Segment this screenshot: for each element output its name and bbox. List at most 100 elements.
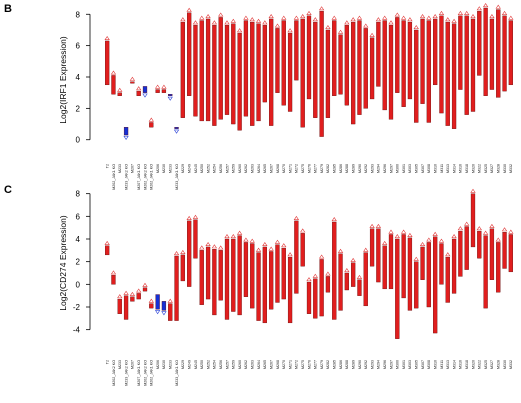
bar-marker-26 bbox=[262, 241, 268, 247]
bar-17 bbox=[205, 246, 211, 300]
bar-4 bbox=[123, 127, 129, 136]
bar-61 bbox=[483, 235, 488, 309]
bar-marker-2 bbox=[110, 270, 117, 275]
bar-marker-50 bbox=[413, 256, 419, 261]
category-label-23: M262 bbox=[244, 164, 248, 173]
bar-29 bbox=[281, 20, 286, 106]
bar-20 bbox=[224, 238, 230, 320]
bar-marker-62 bbox=[489, 223, 495, 228]
bar-marker-2 bbox=[110, 70, 117, 75]
category-label-63: M328 bbox=[497, 360, 501, 369]
category-label-3: M233 bbox=[118, 164, 122, 173]
bar-38 bbox=[338, 34, 343, 95]
y-tick-label: 8 bbox=[76, 190, 81, 199]
bar-marker-54 bbox=[438, 10, 445, 15]
category-label-53: M310 bbox=[433, 360, 437, 369]
bar-63 bbox=[496, 9, 501, 98]
bar-21 bbox=[231, 238, 236, 312]
bar-marker-43 bbox=[369, 223, 375, 228]
bar-marker-5 bbox=[129, 76, 136, 81]
bar-marker-13 bbox=[180, 249, 186, 254]
y-tick-label: 2 bbox=[76, 258, 81, 267]
bar-marker-26 bbox=[262, 20, 268, 25]
category-label-21: M259 bbox=[232, 360, 236, 369]
category-label-58: M318 bbox=[465, 164, 469, 173]
category-label-1: T2 bbox=[105, 360, 109, 364]
bar-marker-55 bbox=[445, 252, 451, 257]
bar-41 bbox=[357, 20, 362, 115]
bar-32 bbox=[300, 18, 305, 128]
category-label-51: M307 bbox=[421, 360, 425, 369]
y-tick-label: 4 bbox=[76, 235, 81, 244]
category-label-33: M276 bbox=[307, 164, 311, 173]
category-label-7: M202_JAK2 KO bbox=[143, 164, 147, 190]
bar-2 bbox=[111, 275, 116, 285]
bar-marker-34 bbox=[312, 273, 318, 278]
bar-marker-52 bbox=[426, 237, 432, 242]
bar-marker-24 bbox=[249, 17, 255, 22]
category-label-40: M289 bbox=[351, 360, 355, 369]
bar-marker-42 bbox=[363, 23, 369, 28]
bar-marker-35 bbox=[318, 254, 325, 259]
category-label-6: M207_JAK1 KO bbox=[137, 360, 141, 386]
y-axis-label: Log2(IRF1 Expression) bbox=[58, 36, 68, 124]
bar-28 bbox=[275, 28, 280, 93]
category-label-15: M245 bbox=[194, 164, 198, 173]
bar-marker-27 bbox=[268, 14, 274, 19]
bar-marker-7 bbox=[142, 93, 148, 98]
bar-63 bbox=[496, 242, 501, 293]
bar-marker-6 bbox=[136, 86, 142, 91]
bar-marker-22 bbox=[236, 28, 243, 33]
category-label-20: M257 bbox=[225, 360, 229, 369]
bar-marker-6 bbox=[136, 288, 142, 293]
bar-marker-36 bbox=[325, 25, 331, 30]
bar-marker-52 bbox=[426, 15, 432, 20]
bar-53 bbox=[433, 18, 438, 86]
category-label-14: M249 bbox=[187, 360, 191, 369]
bar-marker-48 bbox=[400, 15, 407, 20]
category-label-14: M249 bbox=[187, 164, 191, 173]
bar-marker-59 bbox=[470, 188, 476, 193]
bar-14 bbox=[187, 220, 192, 287]
bar-marker-41 bbox=[356, 274, 363, 279]
bar-43 bbox=[369, 37, 375, 100]
bar-marker-12 bbox=[173, 129, 180, 134]
category-label-4: M233_JAK2 KO bbox=[124, 360, 128, 386]
bar-11 bbox=[168, 303, 173, 321]
bar-marker-32 bbox=[300, 228, 306, 233]
bar-marker-65 bbox=[508, 15, 514, 20]
bar-marker-62 bbox=[489, 14, 495, 19]
bar-19 bbox=[218, 17, 223, 120]
bar-marker-8 bbox=[148, 117, 154, 122]
bar-35 bbox=[319, 259, 324, 317]
bar-49 bbox=[407, 21, 413, 100]
bar-marker-64 bbox=[501, 10, 508, 15]
y-tick-label: 0 bbox=[76, 136, 81, 145]
bar-marker-59 bbox=[470, 14, 476, 19]
bar-marker-15 bbox=[192, 20, 199, 25]
bar-marker-30 bbox=[287, 28, 293, 33]
category-label-44: M294 bbox=[377, 164, 381, 173]
category-label-47: M300 bbox=[396, 360, 400, 369]
bar-2 bbox=[111, 75, 116, 95]
bar-marker-9 bbox=[154, 310, 161, 315]
bar-33 bbox=[306, 15, 312, 100]
bar-marker-37 bbox=[331, 15, 337, 20]
category-label-29: M270 bbox=[282, 164, 286, 173]
bar-marker-53 bbox=[432, 14, 438, 19]
bar-50 bbox=[414, 261, 419, 309]
bar-13 bbox=[180, 21, 185, 118]
category-label-1: T2 bbox=[105, 164, 109, 168]
bar-marker-43 bbox=[369, 32, 375, 37]
bar-7 bbox=[142, 86, 148, 93]
bar-48 bbox=[401, 20, 406, 107]
bar-32 bbox=[300, 233, 305, 267]
bar-marker-12 bbox=[173, 251, 180, 256]
bar-3 bbox=[117, 298, 122, 314]
category-label-2: M202_JAK1 KO bbox=[112, 164, 116, 190]
bar-marker-28 bbox=[274, 23, 281, 28]
bar-61 bbox=[483, 7, 488, 96]
category-label-62: M327 bbox=[490, 164, 494, 173]
bar-40 bbox=[351, 21, 356, 125]
